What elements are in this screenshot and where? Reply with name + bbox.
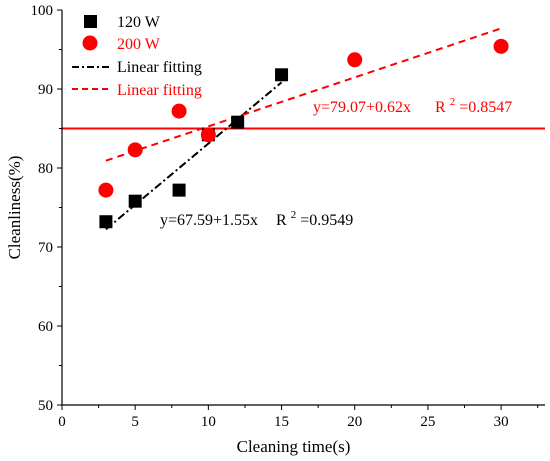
data-point-120w	[275, 68, 289, 82]
legend-marker-120w	[84, 15, 97, 28]
y-axis-title: Cleanliness(%)	[5, 156, 24, 260]
y-tick-label: 60	[38, 319, 53, 335]
legend-label-200w: 200 W	[117, 36, 161, 53]
y-tick-label: 70	[38, 240, 53, 256]
fit-equation-200w-r-label: R	[435, 99, 446, 116]
y-tick-label: 50	[38, 398, 53, 414]
fit-equation-200w-formula: y=79.07+0.62x	[313, 99, 411, 116]
data-point-200w	[98, 182, 114, 198]
data-point-200w	[200, 127, 216, 143]
legend-label-120w: 120 W	[117, 14, 161, 31]
fit-equation-120w: y=67.59+1.55x R 2 =0.9549	[160, 205, 353, 229]
data-point-120w	[172, 183, 186, 197]
legend-label-fit-200w: Linear fitting	[117, 82, 202, 99]
axes: 0 5 10 15 20 25 30 50 60 70 80 90 100 Cleaning time(s…	[5, 3, 545, 456]
y-tick-label: 100	[31, 3, 54, 19]
x-tick-label: 10	[201, 414, 216, 430]
data-point-200w	[127, 142, 143, 158]
data-point-120w	[128, 194, 142, 208]
fit-equation-200w-r-value: =0.8547	[459, 99, 512, 116]
data-point-120w	[231, 115, 245, 129]
data-point-200w	[493, 38, 509, 54]
legend-marker-200w	[82, 35, 98, 51]
x-axis-title: Cleaning time(s)	[237, 437, 351, 456]
fit-equation-120w-r-sup: 2	[291, 209, 297, 221]
y-tick-label: 80	[38, 161, 53, 177]
x-tick-label: 25	[420, 414, 435, 430]
fit-line-200w	[105, 27, 502, 162]
y-tick-label: 90	[38, 82, 53, 98]
x-tick-label: 20	[347, 414, 362, 430]
x-tick-label: 5	[131, 414, 139, 430]
fit-equation-120w-formula: y=67.59+1.55x	[160, 212, 258, 229]
fit-equation-200w-r-sup: 2	[450, 96, 456, 108]
fit-equation-200w: y=79.07+0.62x R 2 =0.8547	[313, 92, 512, 116]
x-tick-label: 30	[494, 414, 509, 430]
fit-equation-120w-r-value: =0.9549	[300, 212, 353, 229]
data-point-120w	[99, 215, 113, 229]
legend-label-fit-120w: Linear fitting	[117, 59, 202, 76]
x-tick-label: 15	[274, 414, 289, 430]
fit-equations: y=79.07+0.62x R 2 =0.8547 y=67.59+1.55x …	[160, 92, 512, 229]
fit-equation-120w-r-label: R	[276, 212, 287, 229]
x-tick-label: 0	[58, 414, 66, 430]
legend: 120 W 200 W Linear fitting Linear fittin…	[65, 8, 220, 102]
plot-area	[62, 27, 545, 231]
data-point-200w	[347, 52, 363, 68]
data-point-200w	[171, 103, 187, 119]
